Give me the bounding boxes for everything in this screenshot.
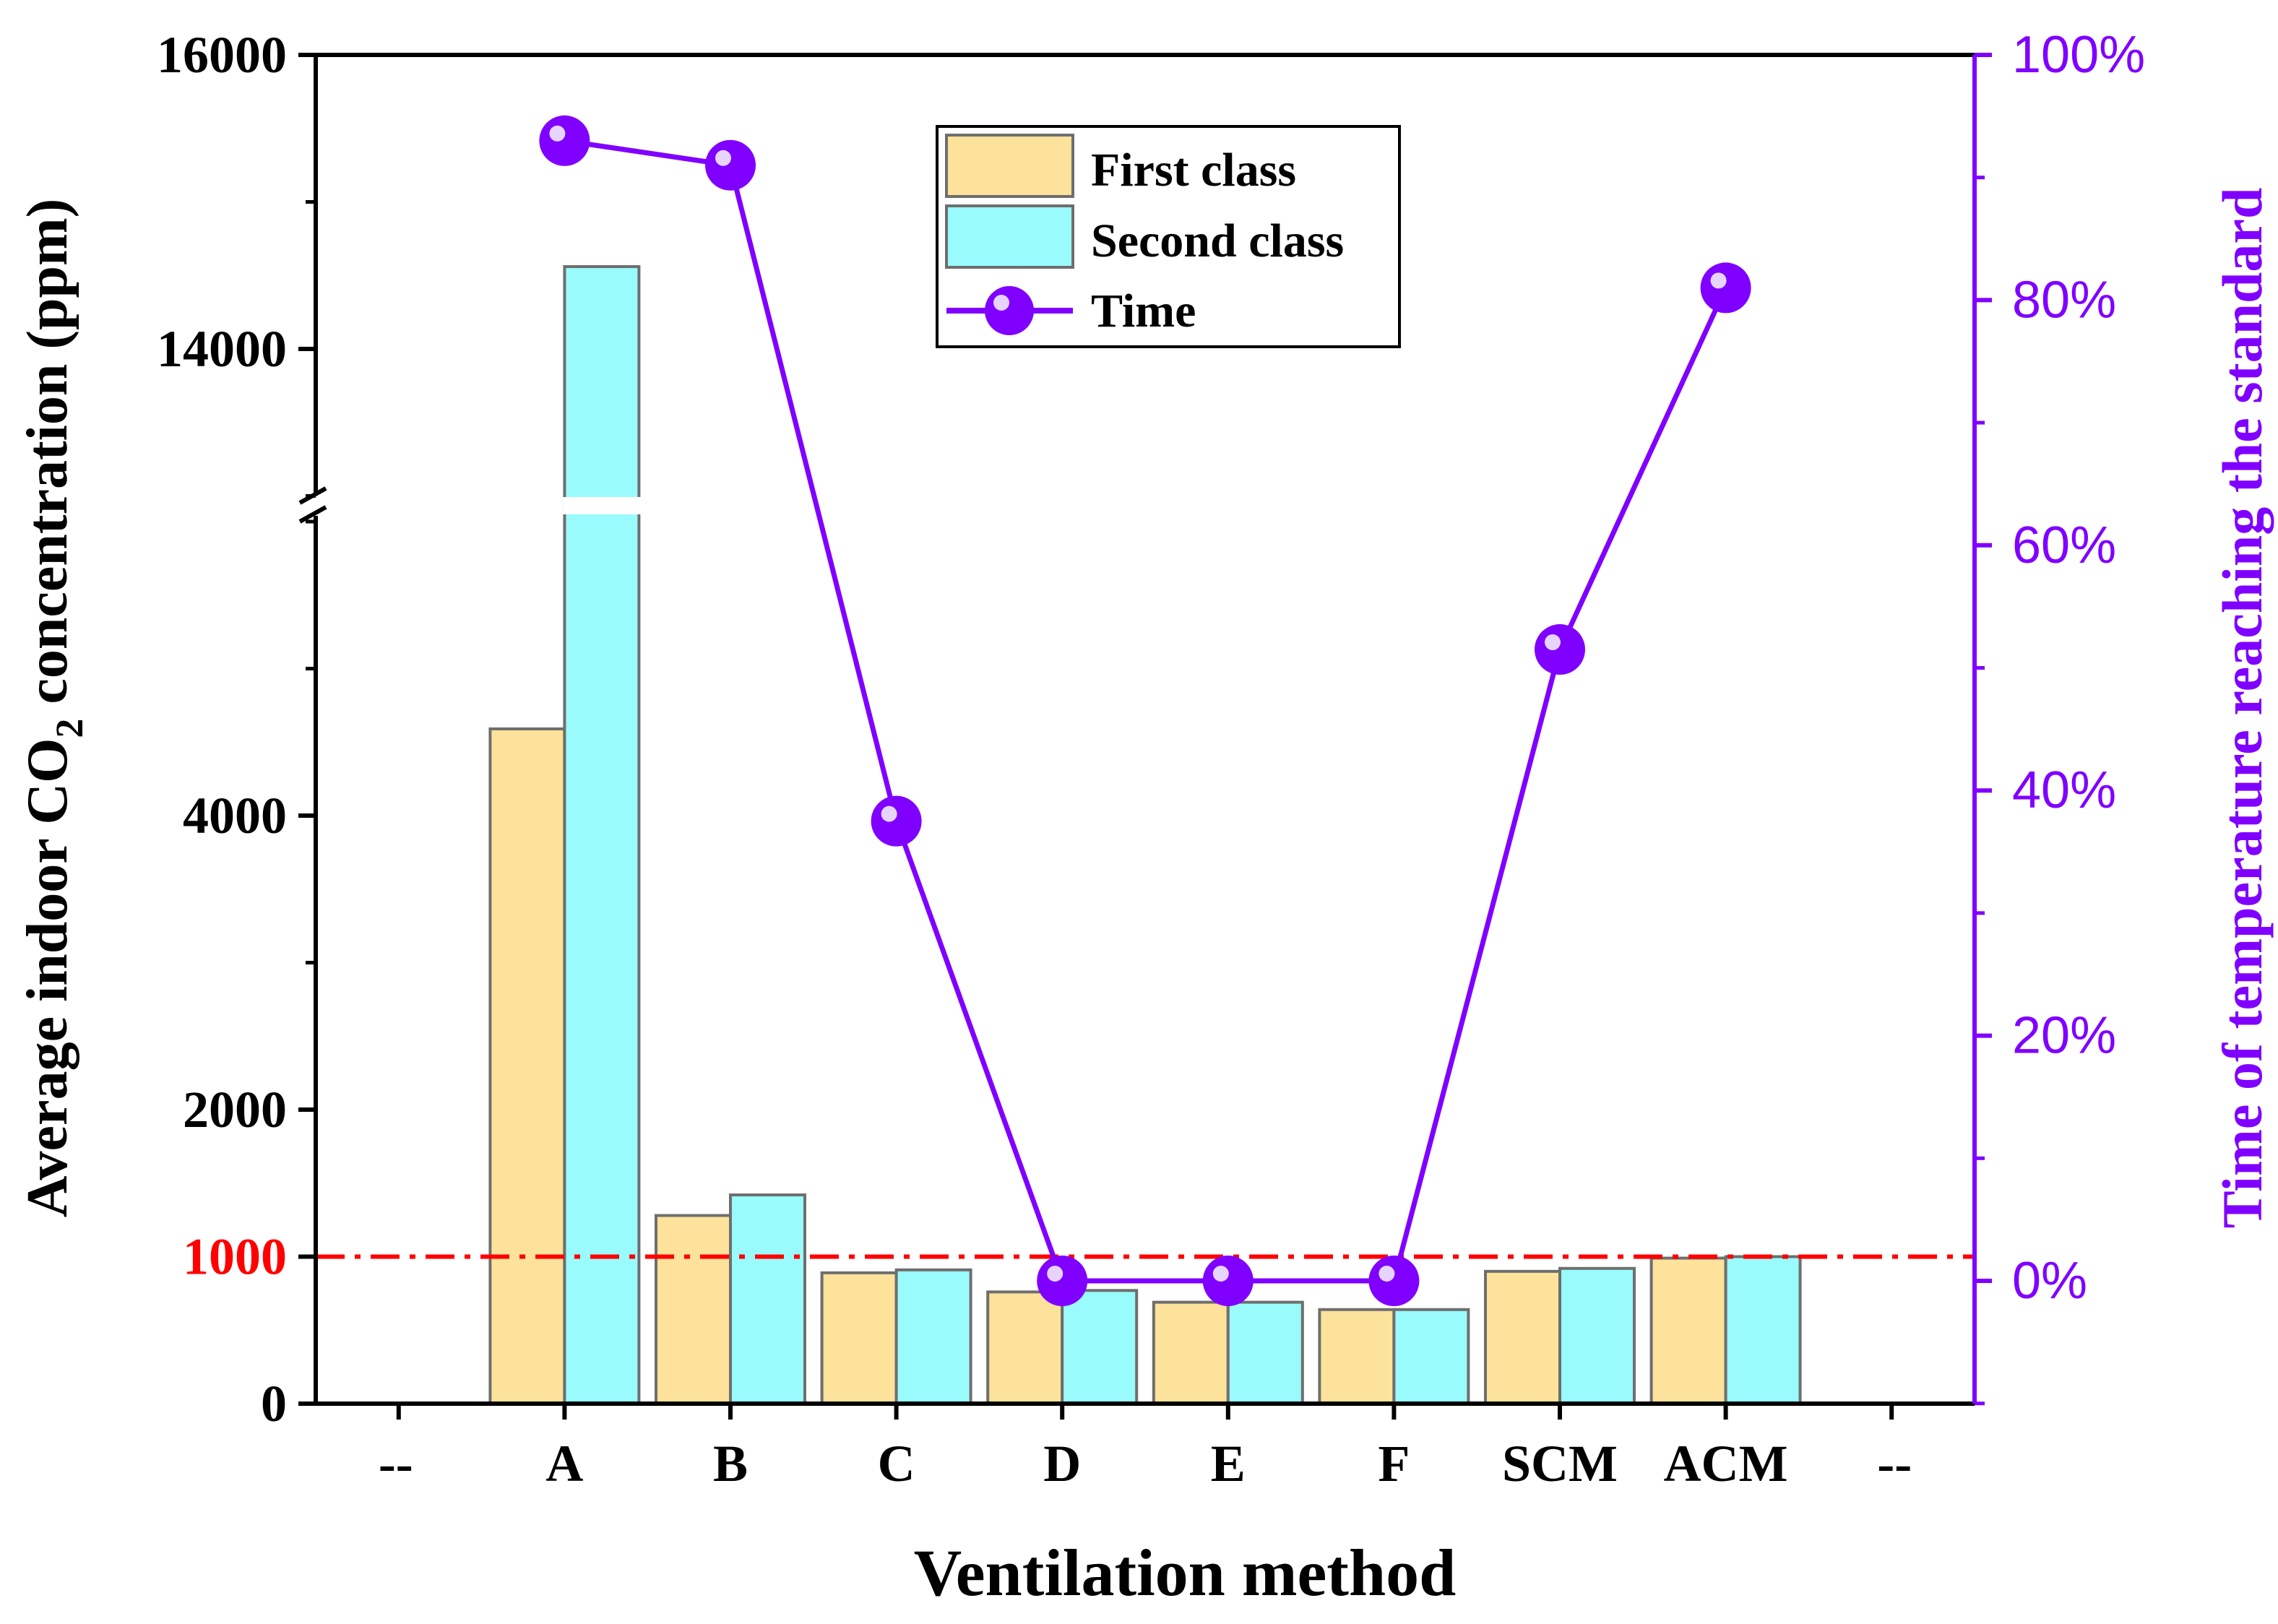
bar-first-class-c (820, 1271, 898, 1406)
x-tick-label-scm: SCM (1502, 1435, 1618, 1493)
x-tick-label-b: B (713, 1435, 748, 1493)
x-tick-label-c: C (878, 1435, 915, 1493)
bar-second-class-d (1061, 1289, 1139, 1406)
bar-first-class-f (1318, 1308, 1396, 1406)
x-tick-label-acm: ACM (1664, 1435, 1788, 1493)
time-line-group (539, 115, 1751, 1306)
bar-second-class-a (563, 265, 641, 1405)
bar-first-class-acm (1649, 1256, 1727, 1406)
time-marker-highlight-e (1212, 1266, 1229, 1282)
y2-tick-label-80: 80% (2012, 271, 2116, 329)
bar-second-class-c (894, 1268, 972, 1405)
time-marker-highlight-a (549, 125, 566, 142)
x-tick-label-right-end: -- (1877, 1435, 1912, 1493)
x-axis-title: Ventilation method (914, 1536, 1457, 1610)
time-marker-d (1037, 1256, 1088, 1306)
y2-tick-label-60: 60% (2012, 517, 2116, 574)
x-tick-label-f: F (1378, 1435, 1410, 1493)
bar-second-class-scm (1558, 1266, 1636, 1406)
time-marker-c (871, 795, 922, 847)
bar-first-class-d (986, 1290, 1064, 1405)
axes: 0 1000 2000 4000 14000 16000 0% 20% 40% 60% 80% 100… (157, 26, 2145, 1493)
x-tick-label-left-end: -- (379, 1435, 413, 1493)
time-marker-b (705, 139, 756, 191)
y-tick-label-16000: 16000 (157, 26, 287, 84)
legend-swatch-second-class (945, 204, 1074, 269)
time-marker-scm (1535, 624, 1585, 675)
bar-first-class-b (655, 1214, 732, 1406)
y-tick-label-14000: 14000 (157, 320, 287, 378)
time-marker-highlight-b (715, 150, 731, 166)
time-marker-highlight-c (881, 805, 897, 822)
y-tick-label-2000: 2000 (183, 1081, 287, 1139)
time-marker-highlight-f (1379, 1266, 1395, 1282)
y2-tick-label-0: 0% (2012, 1252, 2087, 1310)
x-tick-label-a: A (545, 1435, 583, 1493)
bar-second-class-b (729, 1193, 806, 1406)
time-marker-f (1368, 1256, 1420, 1306)
legend-marker-time (985, 286, 1034, 335)
x-tick-label-e: E (1211, 1435, 1246, 1493)
y2-tick-label-20: 20% (2012, 1007, 2116, 1065)
y-tick-label-1000: 1000 (183, 1228, 287, 1286)
bar-second-class-e (1226, 1300, 1304, 1405)
time-line (564, 138, 1728, 1284)
bar-second-class-acm (1724, 1255, 1802, 1405)
time-marker-highlight-d (1047, 1266, 1064, 1282)
bar-first-class-a (488, 727, 566, 1405)
x-tick-label-d: D (1043, 1435, 1081, 1493)
y-axis-title: Average indoor CO2 concentration (ppm) (16, 199, 91, 1218)
bar-second-class-f (1392, 1308, 1470, 1406)
y2-tick-label-100: 100% (2012, 26, 2145, 84)
y2-axis-title: Time of temperature reaching the standar… (2211, 188, 2274, 1229)
y-tick-label-0: 0 (261, 1375, 287, 1433)
legend-label-first-class: First class (1091, 144, 1296, 196)
bars (488, 265, 1802, 1406)
legend: First class Second class Time (936, 125, 1401, 348)
bar-first-class-scm (1484, 1269, 1561, 1405)
legend-label-time: Time (1091, 285, 1196, 337)
time-marker-highlight-scm (1545, 634, 1561, 651)
time-marker-acm (1700, 262, 1751, 314)
legend-swatch-first-class (945, 134, 1074, 198)
y2-tick-label-40: 40% (2012, 761, 2116, 819)
time-marker-a (539, 115, 590, 166)
y-axis-break-mark-2 (298, 505, 327, 524)
y-tick-label-4000: 4000 (183, 787, 287, 845)
legend-marker-time-highlight (993, 295, 1009, 311)
time-marker-highlight-acm (1710, 272, 1727, 289)
legend-label-second-class: Second class (1091, 215, 1344, 267)
time-marker-e (1202, 1256, 1254, 1306)
bar-first-class-e (1152, 1300, 1230, 1405)
bar-break-gap (563, 497, 642, 514)
